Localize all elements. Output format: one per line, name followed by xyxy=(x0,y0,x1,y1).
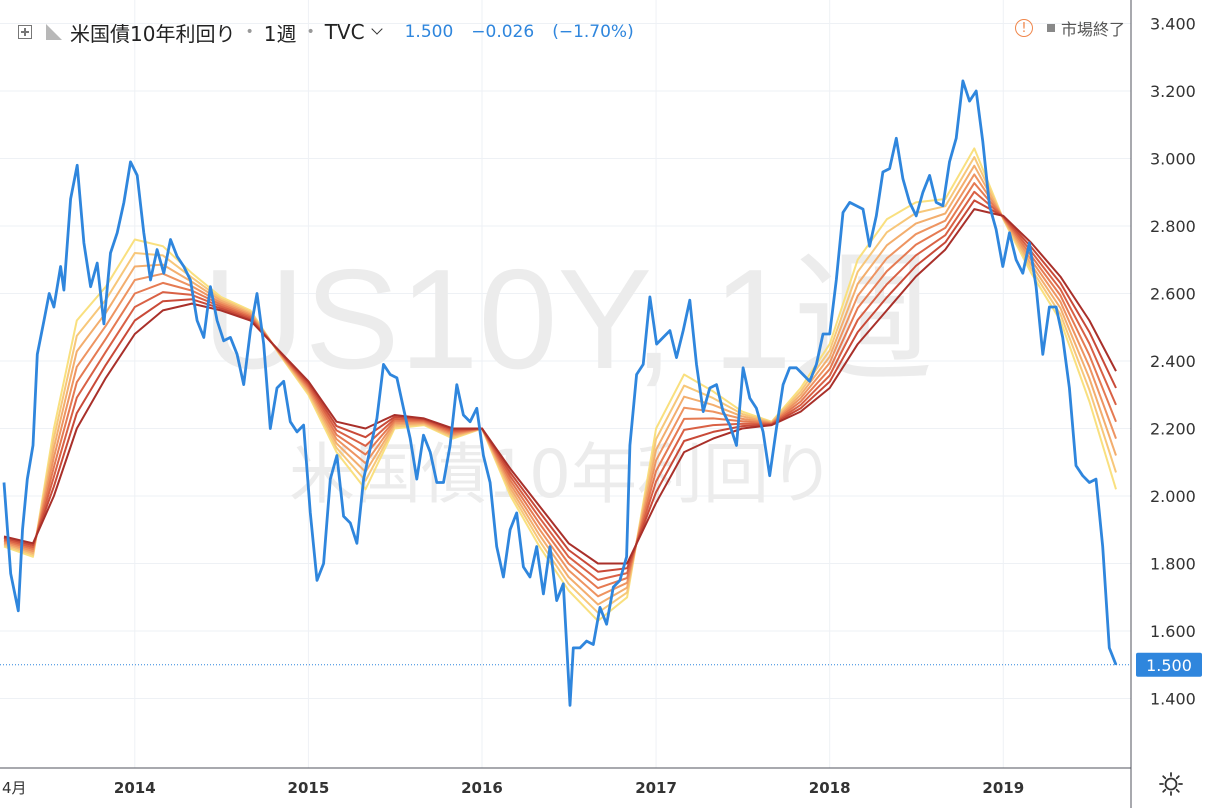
ribbon-line xyxy=(3,173,1117,598)
change-value: −0.026 xyxy=(471,22,535,42)
x-tick-label: 2016 xyxy=(461,779,503,797)
separator-dot: • xyxy=(245,24,254,40)
last-price-tag-label: 1.500 xyxy=(1146,656,1192,675)
last-price-tag-bg xyxy=(1136,652,1202,677)
y-tick-label: 2.600 xyxy=(1150,285,1196,304)
y-tick-label: 2.400 xyxy=(1150,352,1196,371)
status-square-icon xyxy=(1046,24,1055,32)
chevron-down-icon[interactable] xyxy=(370,23,383,35)
ribbon-line xyxy=(3,208,1117,565)
ribbon-line xyxy=(3,156,1117,614)
ma-ribbon xyxy=(3,147,1117,622)
symbol-header: 米国債10年利回り • 1週 • TVC 1.500 −0.026 (−1.70… xyxy=(18,16,652,48)
tick-labels: 1.400 1.600 1.800 2.000 2.200 2.400 2.600 2.800… xyxy=(2,15,1196,798)
separator-dot: • xyxy=(306,24,315,40)
warning-icon[interactable]: ! xyxy=(1014,19,1033,37)
x-tick-label: 2014 xyxy=(114,779,156,797)
last-value: 1.500 xyxy=(404,22,454,42)
ribbon-line xyxy=(3,182,1117,590)
ribbon-line xyxy=(3,164,1117,606)
y-tick-label: 2.200 xyxy=(1150,420,1196,439)
x-tick-label: 2015 xyxy=(288,779,330,797)
interval-label[interactable]: 1週 xyxy=(263,21,297,46)
ribbon-line xyxy=(3,190,1117,581)
change-percent: (−1.70%) xyxy=(552,22,634,42)
y-tick-label: 2.800 xyxy=(1150,217,1196,236)
y-tick-label: 1.800 xyxy=(1150,555,1196,574)
y-tick-label: 1.600 xyxy=(1150,622,1196,641)
y-tick-label: 3.000 xyxy=(1150,150,1196,169)
x-tick-label: 2017 xyxy=(635,779,677,797)
market-status[interactable]: ! 市場終了 xyxy=(1014,14,1125,42)
ribbon-line xyxy=(3,199,1117,573)
expand-icon[interactable] xyxy=(18,25,32,39)
market-status-label: 市場終了 xyxy=(1060,20,1125,39)
y-tick-label: 1.400 xyxy=(1150,690,1196,709)
flag-icon xyxy=(46,24,62,40)
y-tick-label: 3.200 xyxy=(1150,82,1196,101)
axes xyxy=(0,0,1132,808)
price-line xyxy=(2,79,1118,707)
x-tick-label: 2019 xyxy=(982,779,1024,797)
y-tick-label: 2.000 xyxy=(1150,487,1196,506)
settings-gear-icon[interactable] xyxy=(1158,771,1184,797)
y-tick-label: 3.400 xyxy=(1150,15,1196,34)
price-layer xyxy=(0,79,1131,707)
source-label[interactable]: TVC xyxy=(324,20,365,44)
last-price-tag: 1.500 xyxy=(1136,652,1202,677)
symbol-name[interactable]: 米国債10年利回り xyxy=(70,21,236,46)
x-tick-label: 4月 xyxy=(2,779,27,797)
x-tick-label: 2018 xyxy=(809,779,851,797)
